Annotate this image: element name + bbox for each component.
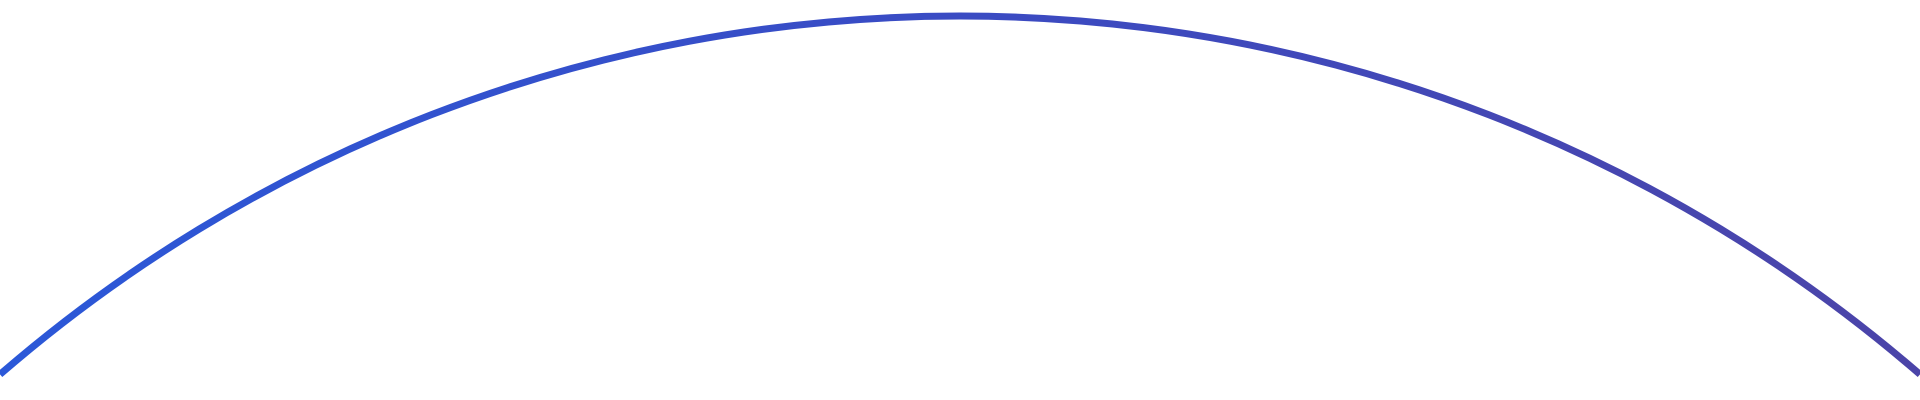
arc-curve-line — [0, 12, 1920, 378]
